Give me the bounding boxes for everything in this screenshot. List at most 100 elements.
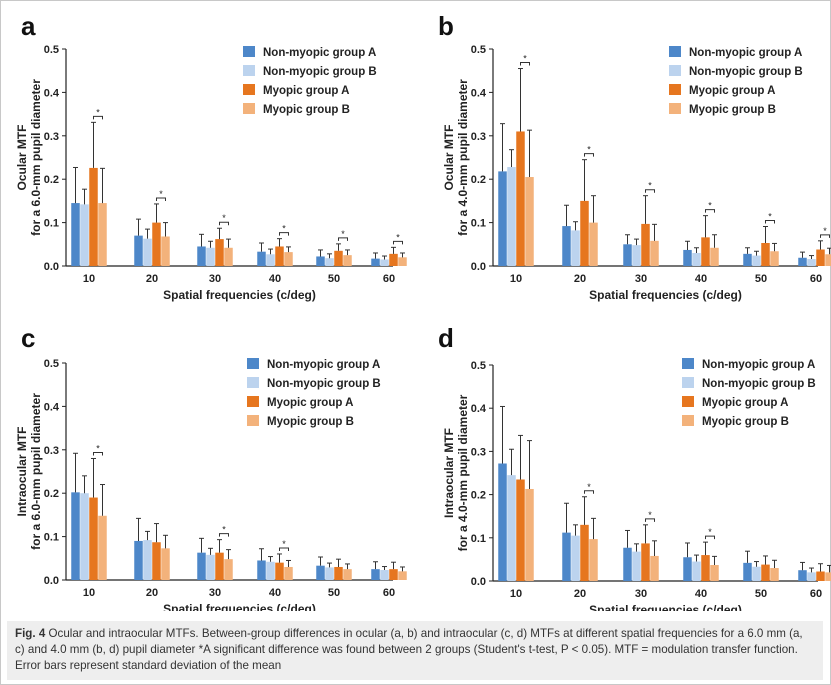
bar bbox=[325, 567, 334, 580]
bar bbox=[197, 552, 206, 580]
significance-bracket bbox=[820, 234, 830, 238]
x-tick-label: 50 bbox=[755, 588, 767, 600]
significance-bracket bbox=[645, 518, 655, 522]
bar bbox=[316, 565, 325, 580]
bar bbox=[761, 564, 770, 581]
legend-entry: Non-myopic group A bbox=[689, 47, 802, 59]
bar bbox=[752, 566, 761, 581]
x-axis-label: Spatial frequencies (c/deg) bbox=[589, 288, 742, 302]
significance-marker: * bbox=[523, 54, 527, 64]
x-tick-label: 30 bbox=[635, 588, 647, 600]
significance-marker: * bbox=[222, 525, 226, 535]
y-axis-label: for a 6.0-mm pupil diameter bbox=[29, 393, 43, 550]
significance-bracket bbox=[705, 535, 715, 540]
bar bbox=[816, 571, 825, 581]
bar bbox=[206, 554, 215, 580]
bar bbox=[632, 551, 641, 581]
y-tick-label: 0.2 bbox=[471, 490, 486, 502]
significance-bracket bbox=[584, 490, 594, 494]
bar bbox=[743, 253, 752, 266]
y-tick-label: 0.0 bbox=[44, 575, 59, 587]
bar bbox=[371, 258, 380, 266]
significance-marker: * bbox=[648, 181, 652, 191]
panel-letter: a bbox=[21, 11, 36, 41]
x-tick-label: 30 bbox=[209, 587, 221, 599]
chart-panel-a: a 0.0 0.1 0.2 0.3 0.4 0.5 Ocular MTF for a 6.0-m… bbox=[15, 11, 407, 302]
legend-swatch bbox=[243, 84, 255, 95]
x-tick-label: 20 bbox=[574, 588, 586, 600]
y-tick-label: 0.3 bbox=[471, 446, 486, 458]
significance-marker: * bbox=[96, 107, 100, 117]
bar bbox=[266, 561, 275, 580]
x-tick-label: 30 bbox=[209, 273, 221, 285]
significance-marker: * bbox=[708, 201, 712, 211]
bar bbox=[516, 479, 525, 581]
legend-entry: Non-myopic group B bbox=[263, 66, 377, 78]
bar bbox=[507, 475, 516, 581]
x-tick-label: 20 bbox=[146, 587, 158, 599]
bar bbox=[498, 463, 507, 581]
x-tick-label: 10 bbox=[510, 588, 522, 600]
x-axis-label: Spatial frequencies (c/deg) bbox=[589, 603, 742, 611]
bar bbox=[325, 258, 334, 266]
bar bbox=[343, 255, 352, 266]
y-tick-label: 0.3 bbox=[471, 131, 486, 143]
legend-entry: Myopic group A bbox=[263, 85, 349, 97]
bar bbox=[580, 200, 589, 266]
legend-entry: Non-myopic group A bbox=[702, 359, 815, 371]
y-tick-label: 0.0 bbox=[44, 261, 59, 273]
bar bbox=[257, 560, 266, 580]
legend-swatch bbox=[247, 358, 259, 369]
x-tick-label: 10 bbox=[83, 587, 95, 599]
bar bbox=[284, 252, 293, 266]
bar bbox=[516, 131, 525, 266]
x-tick-label: 50 bbox=[328, 273, 340, 285]
significance-marker: * bbox=[341, 229, 345, 239]
bar bbox=[215, 239, 224, 266]
x-tick-label: 50 bbox=[755, 273, 767, 285]
significance-bracket bbox=[93, 451, 103, 456]
y-tick-label: 0.1 bbox=[44, 532, 59, 544]
y-axis-label: Intraocular MTF bbox=[15, 426, 29, 516]
bar bbox=[389, 253, 398, 266]
significance-bracket bbox=[705, 209, 715, 213]
panel-letter: b bbox=[438, 11, 454, 41]
caption-text: Ocular and intraocular MTFs. Between-gro… bbox=[15, 627, 803, 672]
y-tick-label: 0.0 bbox=[471, 576, 486, 588]
y-axis-label: for a 4.0-mm pupil diameter bbox=[456, 79, 470, 236]
bar bbox=[710, 247, 719, 266]
significance-marker: * bbox=[282, 224, 286, 234]
legend-swatch bbox=[247, 415, 259, 426]
legend-swatch bbox=[247, 377, 259, 388]
bar bbox=[641, 543, 650, 581]
significance-bracket bbox=[219, 221, 229, 226]
bar bbox=[98, 203, 107, 266]
bar bbox=[589, 539, 598, 581]
bar bbox=[71, 203, 80, 266]
panel-letter: d bbox=[438, 323, 454, 353]
bar bbox=[701, 237, 710, 266]
bar bbox=[623, 244, 632, 266]
legend-entry: Non-myopic group B bbox=[267, 378, 381, 390]
legend-entry: Non-myopic group A bbox=[267, 359, 380, 371]
legend-entry: Myopic group B bbox=[263, 104, 350, 116]
bar bbox=[398, 257, 407, 266]
bar bbox=[257, 251, 266, 266]
bar bbox=[152, 542, 161, 580]
legend-swatch bbox=[669, 103, 681, 114]
bar bbox=[380, 570, 389, 580]
y-tick-label: 0.1 bbox=[471, 533, 486, 545]
bar bbox=[683, 557, 692, 581]
x-tick-label: 20 bbox=[146, 273, 158, 285]
y-tick-label: 0.3 bbox=[44, 131, 59, 143]
significance-bracket bbox=[279, 547, 289, 551]
y-tick-label: 0.5 bbox=[44, 358, 59, 370]
bar bbox=[807, 572, 816, 581]
legend-entry: Myopic group B bbox=[702, 416, 789, 428]
significance-bracket bbox=[393, 240, 403, 245]
significance-bracket bbox=[645, 189, 655, 193]
y-axis-label: Intraocular MTF bbox=[442, 428, 456, 518]
y-axis-label: for a 6.0-mm pupil diameter bbox=[29, 79, 43, 236]
